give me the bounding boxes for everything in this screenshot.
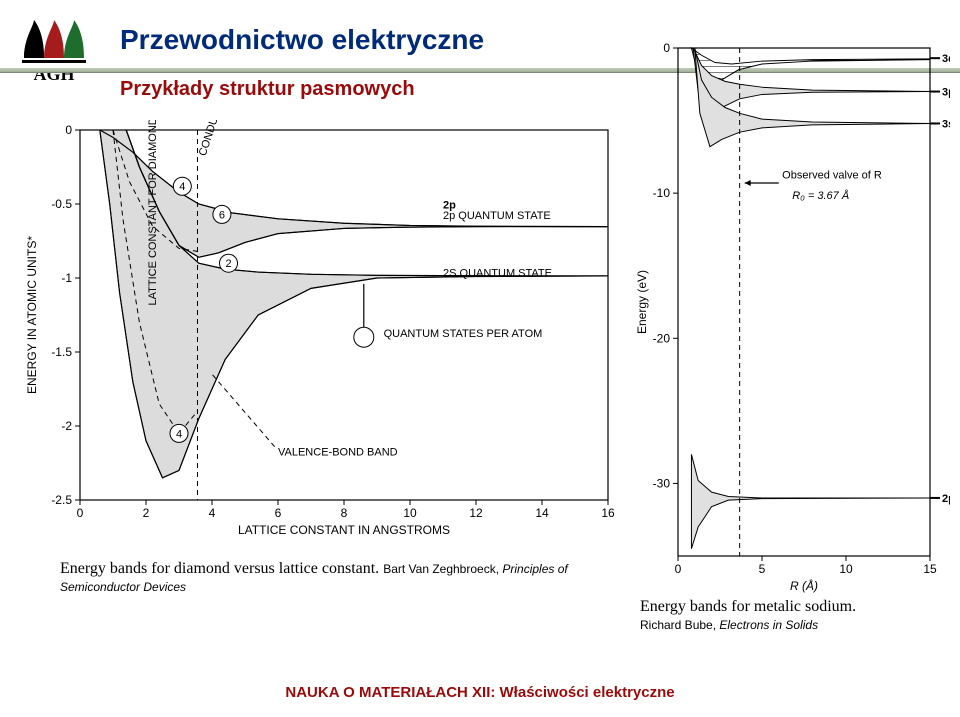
svg-text:LATTICE CONSTANT IN ANGSTROMS: LATTICE CONSTANT IN ANGSTROMS [238,523,450,537]
svg-text:3p: 3p [942,87,950,99]
left-caption-main: Energy bands for diamond versus lattice … [60,560,379,577]
right-credit-author: Richard Bube, [640,618,719,632]
svg-text:-2: -2 [61,419,72,433]
svg-text:10: 10 [839,562,853,576]
svg-text:15: 15 [923,562,937,576]
svg-text:-20: -20 [653,331,671,345]
svg-text:3d: 3d [942,53,950,65]
svg-text:0: 0 [675,562,682,576]
svg-text:2: 2 [225,258,231,270]
sodium-band-figure: Observed valve of R R₀ = 3.67 Å 0 5 10 15 0 -10… [630,36,950,596]
svg-text:LATTICE CONSTANT FOR DIAMOND: LATTICE CONSTANT FOR DIAMOND [147,120,159,306]
svg-text:-10: -10 [653,186,671,200]
svg-text:-30: -30 [653,476,671,490]
svg-text:4: 4 [176,428,182,440]
svg-text:R₀ = 3.67 Å: R₀ = 3.67 Å [792,189,849,202]
agh-logo: AGH [18,18,96,88]
diamond-band-figure: 0 2 4 6 8 10 12 14 16 0 -0.5 -1 -1.5 -2 -2.5 LATTICE CO… [18,120,618,540]
svg-text:2: 2 [143,506,150,520]
right-caption-main: Energy bands for metalic sodium. [640,598,856,615]
svg-text:2p: 2p [443,199,456,211]
left-caption: Energy bands for diamond versus lattice … [60,560,620,596]
svg-text:2p QUANTUM STATE: 2p QUANTUM STATE [443,210,551,222]
svg-text:5: 5 [759,562,766,576]
svg-text:-2.5: -2.5 [51,493,72,507]
svg-text:6: 6 [275,506,282,520]
svg-text:0: 0 [663,41,670,55]
svg-text:-1: -1 [61,271,72,285]
svg-text:CONDUCTION BAND: CONDUCTION BAND [197,120,242,158]
svg-text:12: 12 [469,506,483,520]
svg-text:6: 6 [219,209,225,221]
svg-text:4: 4 [209,506,216,520]
svg-text:10: 10 [403,506,417,520]
svg-text:ENERGY IN ATOMIC UNITS*: ENERGY IN ATOMIC UNITS* [25,236,39,394]
svg-text:0: 0 [65,123,72,137]
right-credit-title: Electrons in Solids [719,618,818,632]
svg-text:QUANTUM STATES PER ATOM: QUANTUM STATES PER ATOM [384,328,543,340]
svg-text:-1.5: -1.5 [51,345,72,359]
svg-text:-0.5: -0.5 [51,197,72,211]
svg-text:Observed valve of R: Observed valve of R [782,170,882,182]
svg-text:2S QUANTUM STATE: 2S QUANTUM STATE [443,268,552,280]
svg-text:14: 14 [535,506,549,520]
right-caption: Energy bands for metalic sodium. Richard… [640,598,950,634]
svg-text:R (Å): R (Å) [790,578,818,593]
svg-text:3s: 3s [942,118,950,130]
left-credit-author: Bart Van Zeghbroeck, [383,562,502,576]
svg-text:8: 8 [341,506,348,520]
page-subtitle: Przykłady struktur pasmowych [120,78,415,101]
logo-text: AGH [33,64,74,84]
svg-text:4: 4 [179,181,185,193]
footer-text: NAUKA O MATERIAŁACH XII: Właściwości ele… [0,674,960,717]
svg-text:Energy (eV): Energy (eV) [635,270,649,334]
svg-text:VALENCE-BOND BAND: VALENCE-BOND BAND [278,447,398,459]
page-title: Przewodnictwo elektryczne [120,24,484,56]
svg-text:16: 16 [601,506,615,520]
svg-text:2p: 2p [942,493,950,505]
svg-text:0: 0 [77,506,84,520]
